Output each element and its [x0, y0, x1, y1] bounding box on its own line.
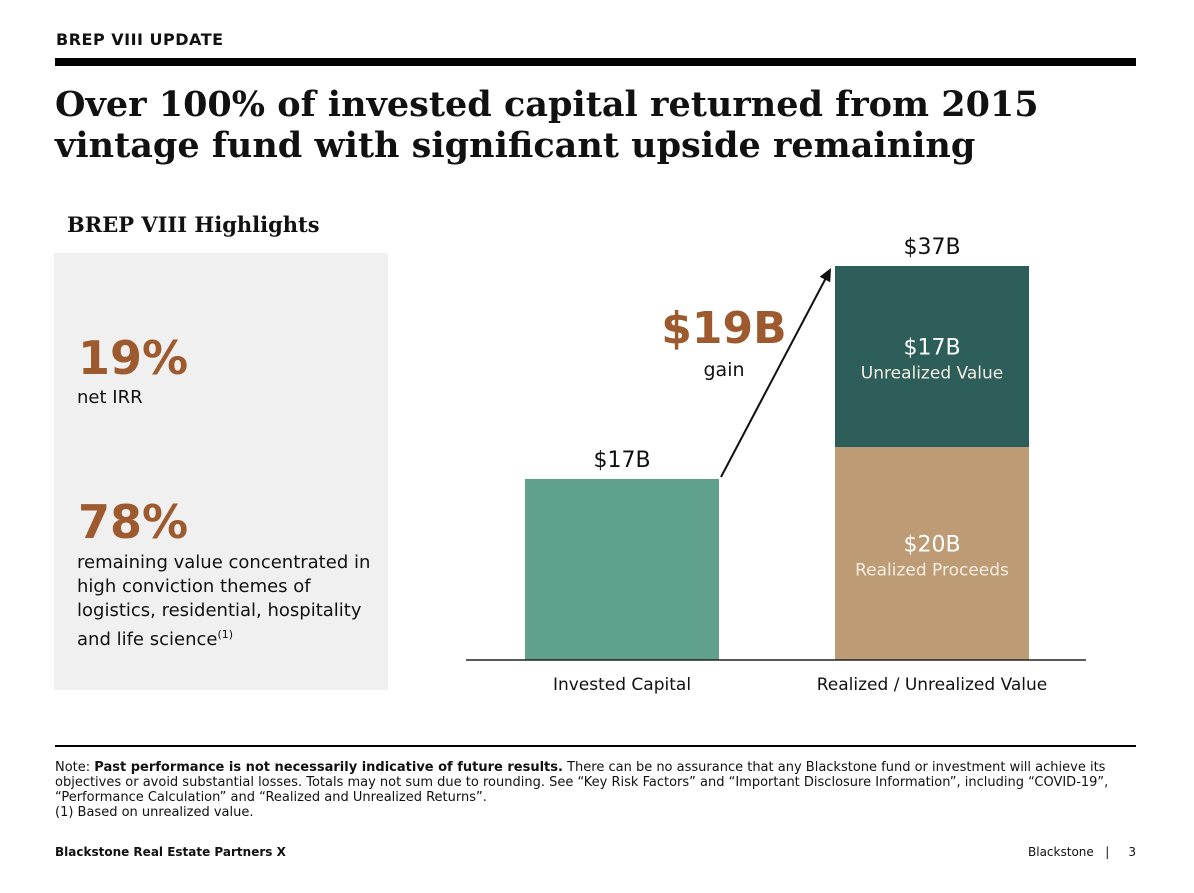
gain-arrow-line — [720, 273, 829, 478]
remaining-label: remaining value concentrated in high con… — [77, 551, 377, 652]
value-chart: $20B Realized Proceeds $17B Unrealized Valu… — [466, 235, 1086, 695]
page-footer-brand: Blackstone | 3 — [1028, 845, 1136, 859]
page-title: Over 100% of invested capital returned f… — [55, 84, 1039, 166]
page-number: 3 — [1128, 845, 1136, 859]
irr-label: net IRR — [77, 387, 143, 408]
bar-value-label: $17B — [903, 336, 960, 361]
brand-name: Blackstone — [1028, 845, 1094, 859]
bar-series-label: Unrealized Value — [861, 364, 1003, 384]
bar-series-label: Realized Proceeds — [855, 561, 1009, 581]
note-prefix: Note: — [55, 760, 95, 775]
bar-1-series-1 — [835, 266, 1029, 448]
top-rule — [55, 58, 1136, 66]
irr-value: 19% — [78, 331, 189, 385]
gain-value: $19B — [661, 303, 786, 354]
remaining-value: 78% — [78, 495, 189, 549]
footnote-1: (1) Based on unrealized value. — [55, 805, 254, 820]
total-label-1: $37B — [903, 235, 960, 260]
fund-name: Blackstone Real Estate Partners X — [55, 845, 286, 859]
disclaimer-note: Note: Past performance is not necessaril… — [55, 760, 1135, 820]
x-tick-label: Invested Capital — [553, 675, 691, 695]
note-bold: Past performance is not necessarily indi… — [94, 760, 563, 775]
highlights-heading: BREP VIII Highlights — [67, 212, 320, 237]
note-rest: There can be no assurance that any Black… — [55, 760, 1109, 805]
gain-label: gain — [703, 359, 744, 381]
footnote-ref: (1) — [217, 628, 234, 641]
bar-value-label: $20B — [903, 533, 960, 558]
bottom-rule — [55, 745, 1136, 747]
highlights-panel: 19% net IRR 78% remaining value concentr… — [54, 253, 388, 690]
x-tick-label: Realized / Unrealized Value — [817, 675, 1048, 695]
gain-arrowhead — [819, 268, 831, 283]
bar-0-series-2 — [525, 478, 719, 660]
total-label-0: $17B — [593, 448, 650, 473]
remaining-label-text: remaining value concentrated in high con… — [77, 552, 371, 650]
section-label: BREP VIII UPDATE — [56, 30, 224, 49]
bar-1-series-0 — [835, 447, 1029, 660]
separator: | — [1105, 845, 1110, 859]
